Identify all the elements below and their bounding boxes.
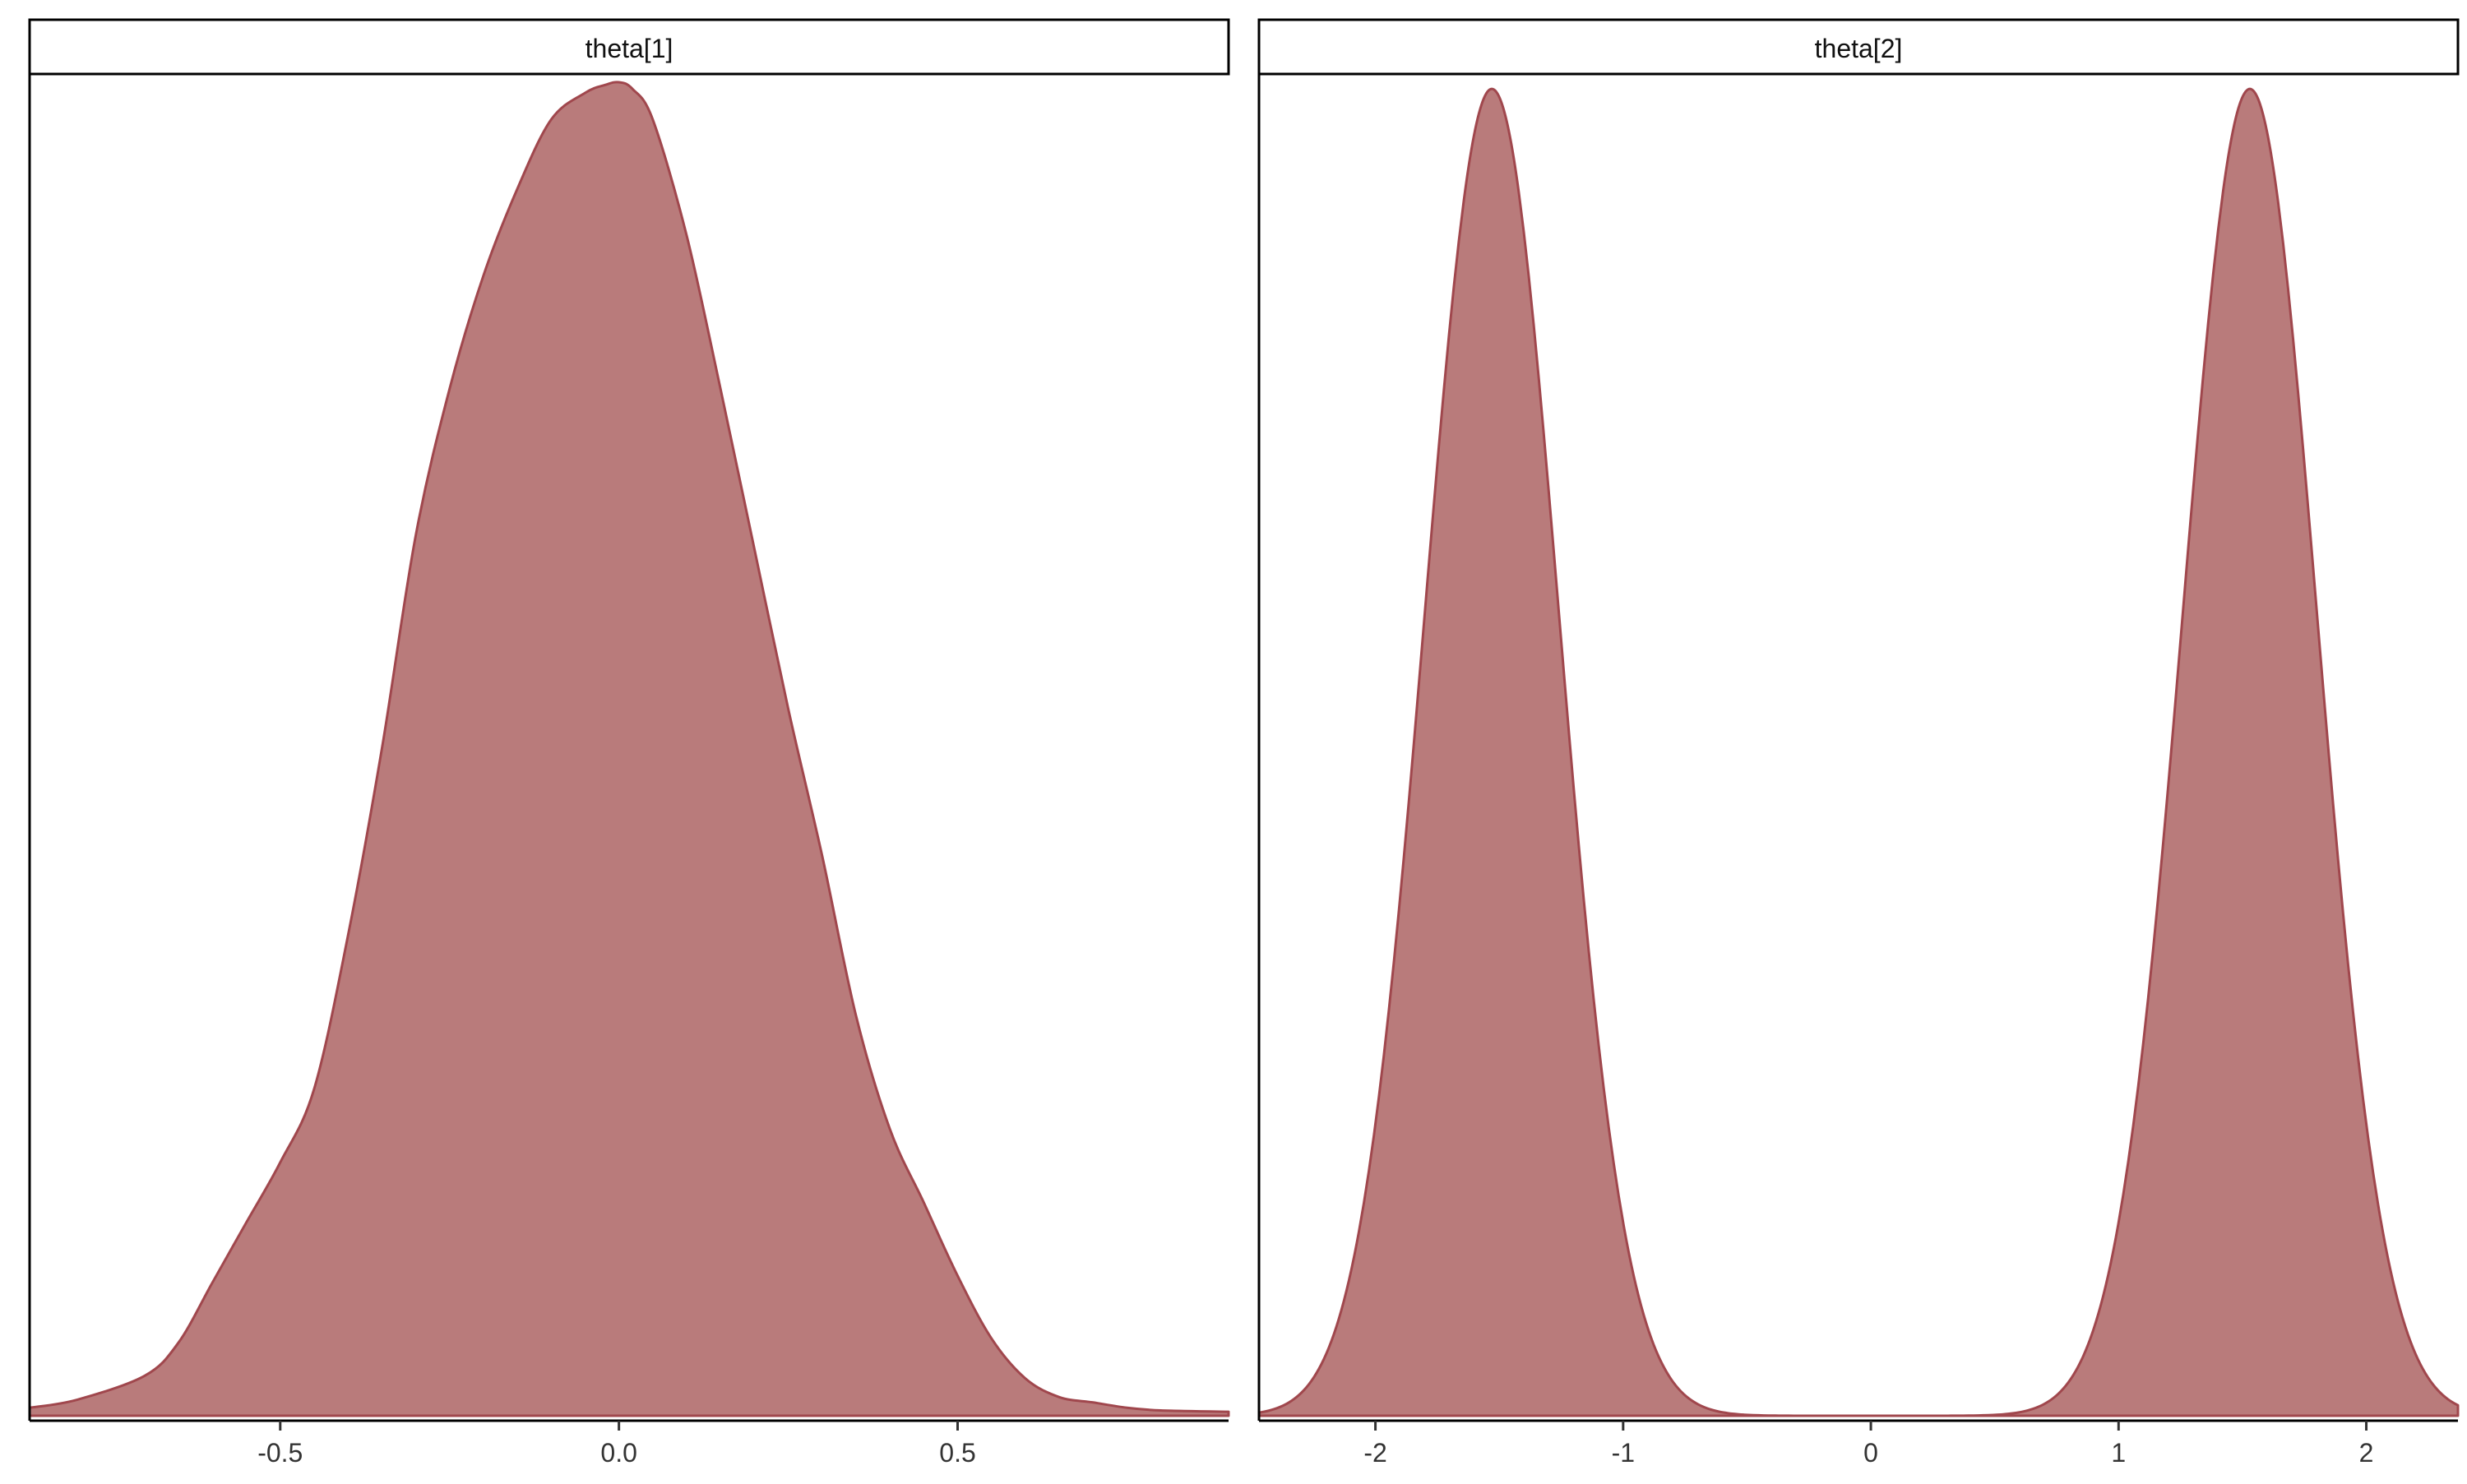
density-area-theta-1 [28, 81, 1230, 1417]
x-tick-label: 0.0 [600, 1438, 636, 1468]
x-tick-label: 1 [2111, 1438, 2126, 1468]
facet-strip-theta-1 [28, 18, 1230, 76]
facet-strip-label-theta-1: theta[1] [586, 34, 673, 63]
x-tick-label: 0.5 [939, 1438, 975, 1468]
x-tick-label: -0.5 [257, 1438, 303, 1468]
facet-strip-theta-2 [1257, 18, 2460, 76]
panel-theta-1: theta[1] -0.5 0.0 0.5 [28, 18, 1230, 1468]
facet-strip-label-theta-2: theta[2] [1815, 34, 1903, 63]
x-tick-label: -1 [1612, 1438, 1635, 1468]
panel-theta-2: theta[2] -2 -1 0 1 2 [1257, 18, 2460, 1468]
x-axis-ticks-theta-1: -0.5 0.0 0.5 [257, 1421, 976, 1468]
x-tick-label: 2 [2359, 1438, 2374, 1468]
x-tick-label: 0 [1863, 1438, 1878, 1468]
x-axis-ticks-theta-2: -2 -1 0 1 2 [1363, 1421, 2373, 1468]
x-tick-label: -2 [1363, 1438, 1386, 1468]
